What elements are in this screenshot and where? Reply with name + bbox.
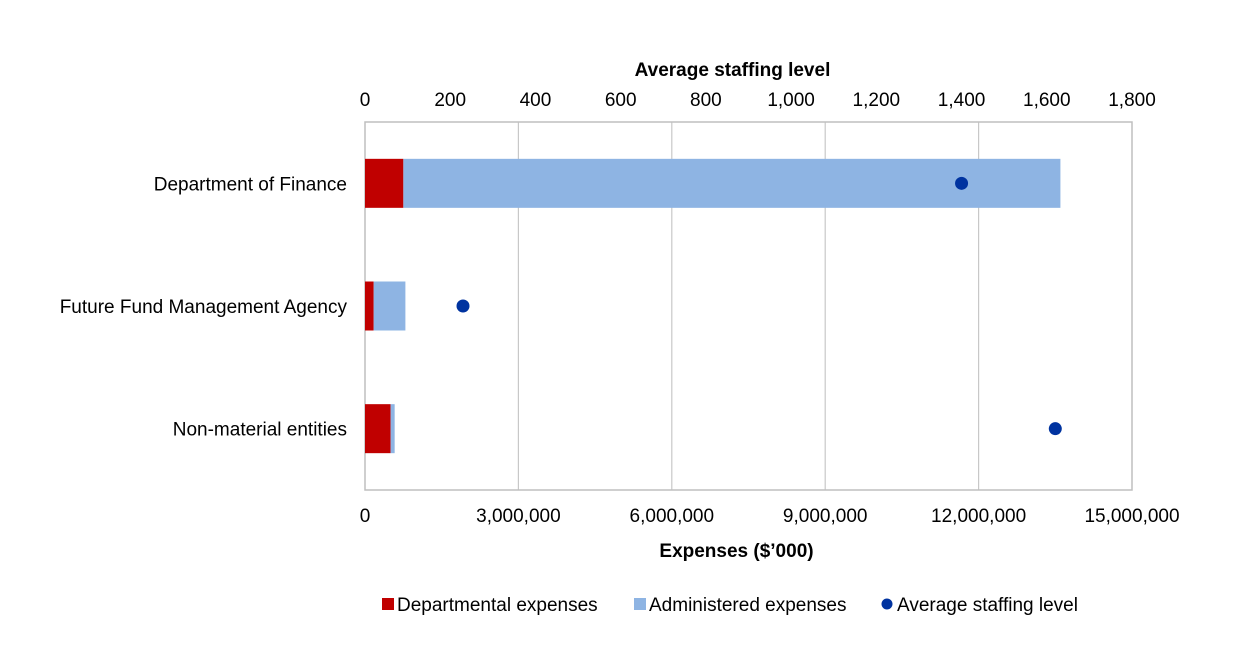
top-tick-label: 1,200 (853, 90, 901, 111)
top-tick-label: 600 (605, 90, 637, 111)
bottom-tick-label: 6,000,000 (630, 506, 715, 527)
bottom-tick-label: 0 (360, 506, 371, 527)
bottom-tick-label: 3,000,000 (476, 506, 561, 527)
category-label: Future Fund Management Agency (60, 297, 348, 318)
legend-swatch (382, 598, 394, 610)
bar-departmental-expenses (365, 404, 391, 454)
bar-administered-expenses (403, 158, 1061, 208)
bar-administered-expenses (390, 404, 395, 454)
staffing-point (1048, 422, 1062, 436)
bottom-tick-label: 15,000,000 (1084, 506, 1179, 527)
staffing-point (955, 176, 969, 190)
legend-label: Average staffing level (897, 595, 1078, 616)
top-axis-title: Average staffing level (635, 60, 831, 81)
bar-administered-expenses (373, 281, 406, 331)
top-tick-label: 1,600 (1023, 90, 1071, 111)
top-tick-label: 1,800 (1108, 90, 1156, 111)
category-label: Department of Finance (154, 174, 347, 195)
top-tick-label: 0 (360, 90, 371, 111)
legend-swatch (634, 598, 646, 610)
bottom-axis-title: Expenses ($’000) (659, 541, 813, 562)
legend-marker-scatter (881, 598, 893, 610)
staffing-point (456, 299, 470, 313)
top-tick-label: 800 (690, 90, 722, 111)
top-tick-label: 400 (520, 90, 552, 111)
legend-label: Administered expenses (649, 595, 847, 616)
legend-label: Departmental expenses (397, 595, 598, 616)
bar-departmental-expenses (365, 281, 374, 331)
bottom-tick-label: 9,000,000 (783, 506, 868, 527)
top-tick-label: 1,400 (938, 90, 986, 111)
bottom-tick-label: 12,000,000 (931, 506, 1026, 527)
top-tick-label: 200 (434, 90, 466, 111)
category-label: Non-material entities (173, 420, 347, 441)
top-tick-label: 1,000 (767, 90, 815, 111)
bar-departmental-expenses (365, 158, 404, 208)
